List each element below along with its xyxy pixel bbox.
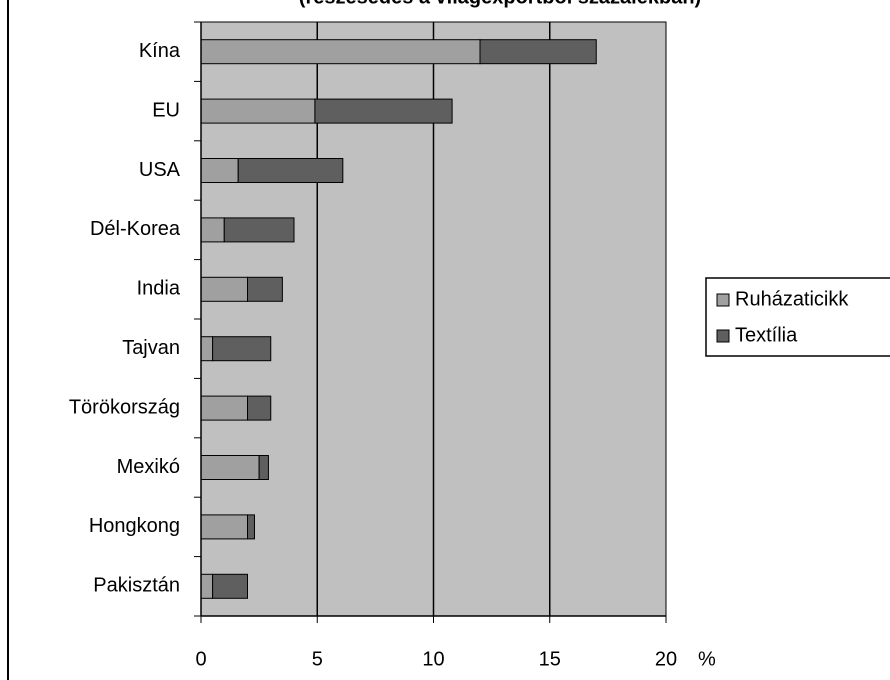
bar — [200, 573, 214, 599]
x-tick-label: 15 — [539, 648, 561, 670]
y-tick-label: EU — [152, 99, 180, 121]
bar — [200, 276, 248, 302]
legend-swatch — [716, 293, 730, 307]
bar — [247, 514, 255, 540]
bar — [314, 98, 453, 124]
bar — [247, 395, 272, 421]
y-tick-label: Törökország — [69, 396, 180, 418]
x-tick-label: 10 — [422, 648, 444, 670]
x-tick-label: 0 — [195, 648, 206, 670]
legend-label: Textília — [735, 324, 798, 346]
bar — [200, 395, 248, 421]
bar — [212, 336, 272, 362]
bar — [223, 217, 295, 243]
y-tick-label: India — [137, 278, 181, 300]
legend-label: Ruházaticikk — [735, 288, 849, 310]
bar — [237, 158, 344, 183]
y-tick-label: Pakisztán — [93, 575, 180, 597]
bar — [258, 455, 269, 480]
bar — [212, 573, 248, 599]
bar — [200, 217, 225, 243]
x-axis-label: % — [698, 648, 716, 670]
bar — [200, 455, 260, 480]
legend-swatch — [716, 329, 730, 343]
y-tick-label: Hongkong — [89, 515, 180, 537]
bar — [200, 39, 481, 65]
legend — [705, 277, 890, 357]
bar — [200, 158, 239, 183]
bar — [247, 276, 283, 302]
y-tick-label: USA — [139, 159, 181, 181]
y-tick-label: Kína — [139, 40, 181, 62]
x-tick-label: 20 — [655, 648, 677, 670]
bar — [200, 98, 316, 124]
y-tick-label: Tajvan — [122, 337, 180, 359]
y-tick-label: Dél-Korea — [90, 218, 181, 240]
x-tick-label: 5 — [312, 648, 323, 670]
chart-subtitle: (részesedés a világexportból százalékban… — [299, 0, 701, 8]
bar — [200, 514, 248, 540]
y-tick-label: Mexikó — [117, 456, 180, 478]
bar — [479, 39, 597, 65]
bar — [200, 336, 214, 362]
